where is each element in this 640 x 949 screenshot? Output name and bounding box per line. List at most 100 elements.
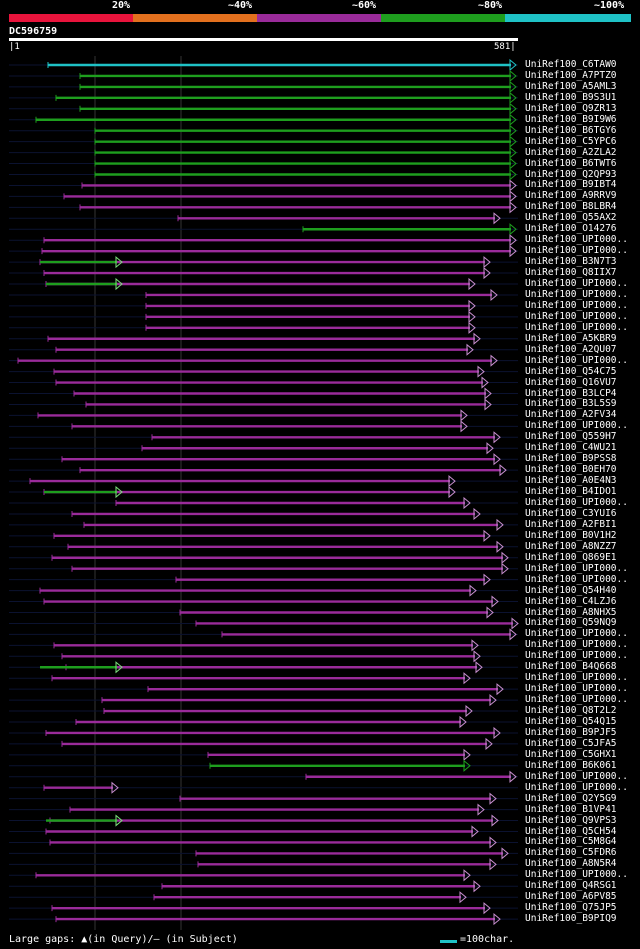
- hit-label[interactable]: UniRef100_C5YPC6: [525, 135, 617, 147]
- hit-arrowhead: [486, 442, 494, 455]
- hit-label[interactable]: UniRef100_A8N5R4: [525, 858, 617, 870]
- hit-label[interactable]: UniRef100_Q54H40: [525, 584, 617, 596]
- hit-label[interactable]: UniRef100_C5GHX1: [525, 748, 617, 760]
- hit-label[interactable]: UniRef100_B9IBT4: [525, 179, 617, 191]
- hit-arrowhead: [473, 507, 481, 521]
- hit-label[interactable]: UniRef100_UPI000..: [525, 650, 628, 662]
- hit-label[interactable]: UniRef100_Q54C75: [525, 365, 617, 377]
- hit-label[interactable]: UniRef100_Q869E1: [525, 551, 617, 563]
- hit-label[interactable]: UniRef100_UPI000..: [525, 310, 628, 322]
- hit-label[interactable]: UniRef100_UPI000..: [525, 683, 628, 695]
- hit-label[interactable]: UniRef100_A8NHX5: [525, 606, 617, 618]
- hit-label[interactable]: UniRef100_A5KBR9: [525, 332, 617, 344]
- hit-label[interactable]: UniRef100_B9S3U1: [525, 91, 617, 103]
- hit-label[interactable]: UniRef100_UPI000..: [525, 321, 628, 333]
- hit-label[interactable]: UniRef100_UPI000..: [525, 694, 628, 706]
- hit-label[interactable]: UniRef100_UPI000..: [525, 672, 628, 684]
- hit-label[interactable]: UniRef100_B0EH70: [525, 464, 617, 476]
- hit-label[interactable]: UniRef100_B8LBR4: [525, 201, 617, 213]
- hit-label[interactable]: UniRef100_B4Q668: [525, 661, 617, 673]
- hit-label[interactable]: UniRef100_Q9ZR13: [525, 102, 617, 114]
- hit-label[interactable]: UniRef100_A6PV85: [525, 891, 617, 903]
- hit-label[interactable]: UniRef100_B3L5S9: [525, 398, 617, 410]
- hit-label[interactable]: UniRef100_C4WU21: [525, 442, 617, 454]
- hit-arrowhead: [465, 704, 473, 718]
- hit-label[interactable]: UniRef100_C4LZJ6: [525, 595, 617, 607]
- hit-label[interactable]: UniRef100_UPI000..: [525, 420, 628, 432]
- hit-label[interactable]: UniRef100_A8NZZ7: [525, 540, 617, 552]
- hit-label[interactable]: UniRef100_Q54Q15: [525, 716, 617, 727]
- hit-label[interactable]: UniRef100_UPI000..: [525, 573, 628, 585]
- hit-label[interactable]: UniRef100_UPI000..: [525, 299, 628, 311]
- hit-label[interactable]: UniRef100_UPI000..: [525, 628, 628, 640]
- hit-label[interactable]: UniRef100_B0V1H2: [525, 529, 617, 541]
- hit-label[interactable]: UniRef100_A9RRV9: [525, 190, 617, 202]
- hit-label[interactable]: UniRef100_C3YUI6: [525, 507, 617, 519]
- hit-label[interactable]: UniRef100_B9PSS8: [525, 453, 617, 465]
- hit-arrowhead: [459, 891, 467, 904]
- hit-arrowhead: [509, 80, 517, 93]
- hit-label[interactable]: UniRef100_C5JFA5: [525, 737, 617, 749]
- hit-label[interactable]: UniRef100_B9PJF5: [525, 726, 617, 738]
- hit-label[interactable]: UniRef100_A2FBI1: [525, 518, 617, 530]
- hit-arrowhead: [509, 102, 517, 115]
- hit-label[interactable]: UniRef100_A5AML3: [525, 80, 617, 92]
- hit-arrowhead: [463, 869, 471, 882]
- hit-label[interactable]: UniRef100_B1VP41: [525, 803, 617, 815]
- hit-arrowhead: [509, 69, 517, 83]
- hit-label[interactable]: UniRef100_A2QU07: [525, 343, 617, 355]
- hit-label[interactable]: UniRef100_UPI000..: [525, 639, 628, 651]
- hit-label[interactable]: UniRef100_B6TGY6: [525, 124, 617, 136]
- hit-arrowhead: [509, 179, 517, 192]
- hit-label[interactable]: UniRef100_Q59NQ9: [525, 617, 617, 629]
- hit-label[interactable]: UniRef100_A0E4N3: [525, 475, 617, 487]
- hit-label[interactable]: UniRef100_B6K061: [525, 759, 617, 771]
- hit-label[interactable]: UniRef100_A2ZLA2: [525, 146, 617, 158]
- hit-label[interactable]: UniRef100_Q8IIX7: [525, 267, 617, 279]
- hit-label[interactable]: UniRef100_Q9VPS3: [525, 814, 617, 826]
- hit-label[interactable]: UniRef100_Q75JP5: [525, 902, 617, 914]
- hit-arrowhead: [491, 595, 499, 608]
- hit-arrowhead: [489, 792, 497, 805]
- hit-arrowhead: [468, 299, 476, 312]
- hit-label[interactable]: UniRef100_B6TWT6: [525, 157, 617, 169]
- hit-label[interactable]: UniRef100_B3LCP4: [525, 387, 617, 399]
- hit-label[interactable]: UniRef100_B9I9W6: [525, 113, 617, 125]
- hit-label[interactable]: UniRef100_C6TAW0: [525, 59, 617, 70]
- hit-label[interactable]: UniRef100_UPI000..: [525, 278, 628, 289]
- hit-label[interactable]: UniRef100_UPI000..: [525, 234, 628, 246]
- hit-label[interactable]: UniRef100_Q16VU7: [525, 376, 617, 388]
- hit-label[interactable]: UniRef100_UPI000..: [525, 770, 628, 782]
- hit-label[interactable]: UniRef100_Q559H7: [525, 431, 617, 443]
- hit-label[interactable]: UniRef100_A2FV34: [525, 409, 617, 421]
- hit-label[interactable]: UniRef100_Q2Y5G9: [525, 792, 617, 804]
- hit-label[interactable]: UniRef100_Q2QP93: [525, 168, 617, 180]
- hit-arrowhead: [501, 847, 509, 860]
- hit-label[interactable]: UniRef100_O14276: [525, 223, 617, 235]
- hit-label[interactable]: UniRef100_UPI000..: [525, 562, 628, 574]
- hit-arrowhead: [481, 376, 489, 389]
- hit-label[interactable]: UniRef100_Q5CH54: [525, 825, 617, 837]
- hit-label[interactable]: UniRef100_UPI000..: [525, 288, 628, 300]
- hit-arrowhead: [489, 836, 497, 849]
- hit-label[interactable]: UniRef100_Q55AX2: [525, 212, 617, 224]
- hit-label[interactable]: UniRef100_UPI000..: [525, 869, 628, 881]
- hit-arrowhead: [466, 343, 474, 356]
- hit-label[interactable]: UniRef100_Q8T2L2: [525, 705, 617, 717]
- hit-fragment-arrowhead: [115, 814, 123, 827]
- hit-label[interactable]: UniRef100_UPI000..: [525, 781, 628, 793]
- hit-arrowhead: [493, 212, 501, 225]
- hit-arrowhead: [509, 223, 517, 236]
- hit-arrowhead: [509, 190, 517, 203]
- hit-label[interactable]: UniRef100_A7PTZ0: [525, 69, 617, 81]
- hit-label[interactable]: UniRef100_UPI000..: [525, 497, 628, 508]
- hit-label[interactable]: UniRef100_Q4RSG1: [525, 880, 617, 892]
- hit-label[interactable]: UniRef100_C5FDR6: [525, 847, 617, 859]
- hit-label[interactable]: UniRef100_C5M8G4: [525, 836, 617, 848]
- hit-label[interactable]: UniRef100_B4IDO1: [525, 486, 617, 498]
- hit-arrowhead: [473, 332, 481, 345]
- hit-label[interactable]: UniRef100_B3N7T3: [525, 256, 617, 268]
- hit-label[interactable]: UniRef100_UPI000..: [525, 354, 628, 366]
- hit-label[interactable]: UniRef100_UPI000..: [525, 245, 628, 257]
- hit-label[interactable]: UniRef100_B9PIQ9: [525, 913, 617, 925]
